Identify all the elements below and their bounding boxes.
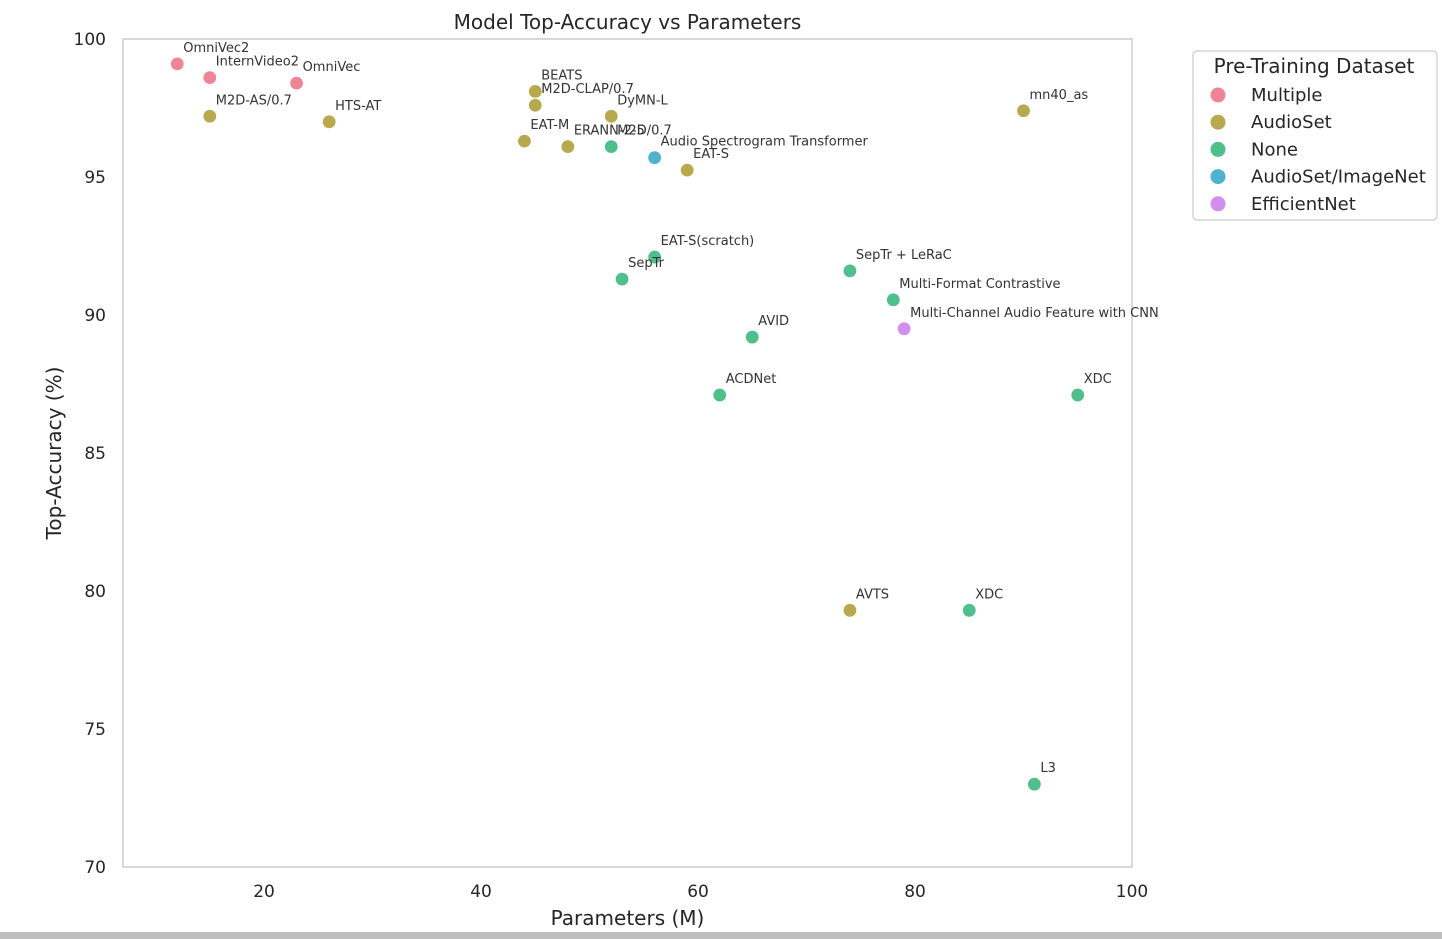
x-axis-ticks: 20 40 60 80 100 (253, 882, 1148, 902)
x-axis-label: Parameters (M) (551, 906, 705, 930)
data-point (321, 114, 337, 130)
data-point-label: Multi-Format Contrastive (899, 277, 1060, 292)
plot-area (122, 38, 1133, 868)
y-tick-label: 75 (84, 720, 106, 740)
data-point (169, 56, 185, 72)
data-point (603, 139, 619, 155)
legend-marker (1210, 87, 1226, 103)
legend-title: Pre-Training Dataset (1214, 54, 1415, 78)
data-point (202, 108, 218, 124)
data-point (679, 162, 695, 178)
chart-title: Model Top-Accuracy vs Parameters (454, 10, 802, 34)
legend-marker (1210, 169, 1226, 185)
legend-marker (1210, 141, 1226, 157)
data-point (560, 139, 576, 155)
y-tick-label: 80 (84, 582, 106, 602)
data-point-label: EAT-M (530, 118, 569, 133)
data-point-label: DyMN-L (617, 93, 668, 108)
legend-label: EfficientNet (1251, 194, 1356, 215)
y-tick-label: 100 (74, 30, 106, 50)
data-points (169, 56, 1086, 792)
y-axis-ticks: 70 75 80 85 90 95 100 (74, 30, 106, 878)
data-point (744, 329, 760, 345)
data-point (842, 263, 858, 279)
data-point-label: XDC (975, 587, 1003, 602)
data-point-label: SepTr + LeRaC (856, 248, 952, 263)
y-tick-label: 95 (84, 168, 106, 188)
data-point-label: XDC (1084, 372, 1112, 387)
data-point-label: M2D/0.7 (617, 124, 672, 139)
data-point-label: ACDNet (726, 372, 777, 387)
data-point-label: M2D-CLAP/0.7 (541, 82, 634, 97)
legend: Pre-Training Dataset Multiple AudioSet Non… (1192, 50, 1438, 221)
data-point (647, 249, 663, 265)
legend-entries: Multiple AudioSet None AudioSet/ImageNet Eff… (1210, 85, 1426, 215)
data-point (1070, 387, 1086, 403)
legend-marker (1210, 196, 1226, 212)
data-point-label: AVID (758, 314, 789, 329)
data-point-label: OmniVec (303, 60, 361, 75)
data-point-label: OmniVec2 (183, 41, 249, 56)
data-point (527, 97, 543, 113)
data-point (288, 75, 305, 91)
data-point-label: SepTr (628, 256, 665, 271)
legend-frame (1192, 50, 1438, 221)
data-point-label: EAT-S(scratch) (661, 234, 755, 249)
x-tick-label: 80 (904, 882, 926, 902)
legend-label: AudioSet (1251, 112, 1332, 133)
data-point (202, 70, 218, 86)
data-point-label: ERANN-2-5 (574, 124, 645, 139)
data-point-label: AVTS (856, 587, 889, 602)
data-point (1015, 103, 1032, 119)
data-point (614, 271, 630, 287)
data-point-label: mn40_as (1030, 88, 1089, 103)
data-point (1026, 776, 1042, 792)
x-tick-label: 60 (687, 882, 709, 902)
data-point-label: BEATS (541, 68, 582, 83)
data-point-label: L3 (1040, 761, 1056, 776)
x-tick-label: 100 (1116, 882, 1148, 902)
data-point-label: Multi-Channel Audio Feature with CNN (910, 306, 1159, 321)
y-tick-label: 90 (84, 306, 106, 326)
data-point (885, 292, 901, 308)
data-point-label: M2D-AS/0.7 (216, 93, 292, 108)
data-point (647, 150, 663, 166)
data-point (842, 602, 858, 618)
x-tick-label: 20 (253, 882, 275, 902)
bottom-scrollbar[interactable] (0, 932, 1442, 939)
y-axis-label: Top-Accuracy (%) (42, 367, 66, 541)
data-point (961, 602, 977, 618)
data-point (712, 387, 728, 403)
y-tick-label: 85 (84, 444, 106, 464)
legend-label: None (1251, 139, 1298, 160)
data-point-label: HTS-AT (335, 99, 381, 114)
data-point-label: Audio Spectrogram Transformer (661, 135, 869, 150)
legend-marker (1210, 114, 1226, 130)
data-point (527, 83, 543, 100)
y-tick-label: 70 (84, 858, 106, 878)
legend-label: Multiple (1251, 85, 1323, 106)
data-point (516, 133, 533, 149)
data-point (896, 321, 912, 337)
data-point-label: InternVideo2 (216, 55, 299, 70)
data-point-label: EAT-S (693, 147, 729, 162)
data-point (603, 108, 619, 124)
legend-label: AudioSet/ImageNet (1251, 167, 1426, 188)
x-tick-label: 40 (470, 882, 492, 902)
